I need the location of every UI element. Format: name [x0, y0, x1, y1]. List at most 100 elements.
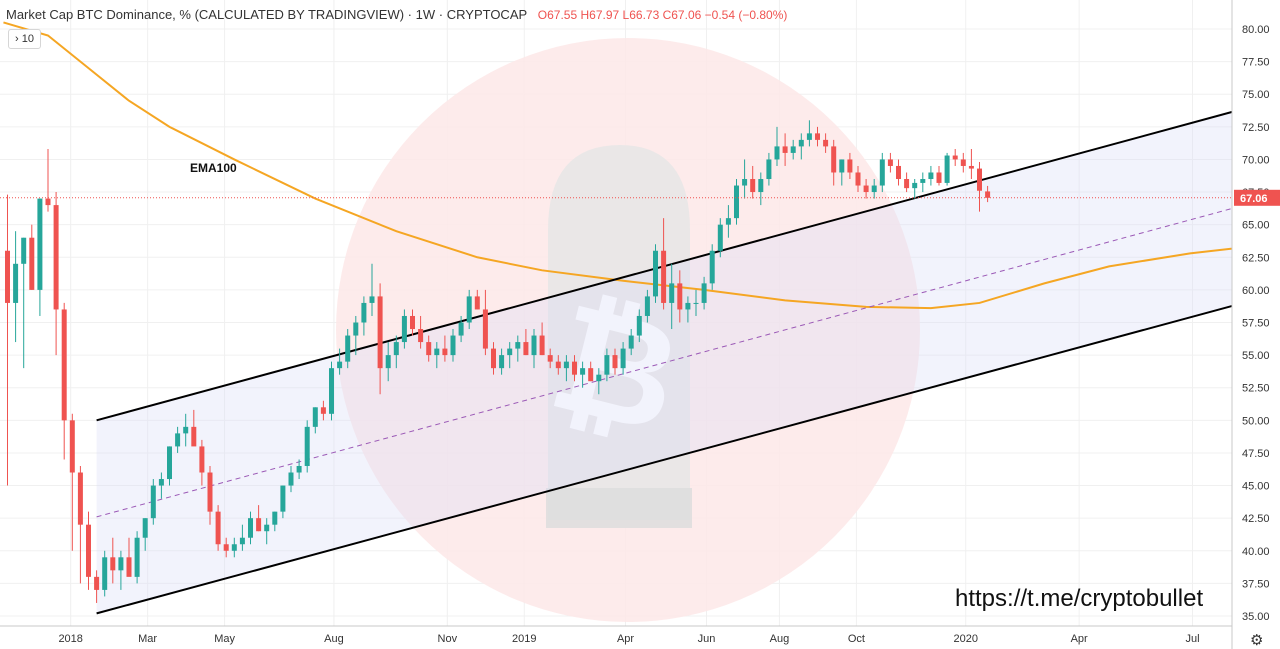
candle-body [482, 309, 488, 349]
candle-body [369, 296, 375, 303]
candle [580, 361, 586, 388]
x-tick-label: May [214, 633, 235, 645]
candle-body [725, 218, 731, 225]
candle [329, 361, 334, 421]
candle [239, 524, 245, 551]
candle-body [636, 315, 642, 336]
candle [304, 420, 310, 473]
x-tick-label: Oct [848, 633, 865, 645]
candle [207, 465, 213, 525]
candle [183, 413, 189, 447]
candle-body [361, 302, 367, 323]
y-tick-label: 70.00 [1242, 154, 1270, 166]
candle [839, 159, 845, 186]
candle [312, 407, 318, 434]
candle-body [434, 348, 440, 356]
candle-body [750, 179, 756, 193]
candle [985, 185, 991, 203]
candle [644, 289, 650, 323]
candle-body [693, 302, 699, 304]
candle-body [896, 165, 901, 180]
candle-body [239, 537, 245, 545]
candle [191, 409, 197, 447]
y-tick-label: 45.00 [1242, 481, 1270, 493]
candle [547, 348, 553, 369]
candle [353, 315, 359, 356]
candle-body [734, 185, 739, 219]
candle-body [555, 361, 561, 369]
candle [458, 315, 464, 343]
candle [393, 335, 399, 369]
candle [288, 465, 294, 493]
candle [280, 485, 286, 519]
candle [515, 335, 521, 362]
ema100-annotation: EMA100 [190, 161, 237, 175]
candle [636, 309, 642, 343]
candle-body [158, 479, 164, 486]
x-tick-label: Mar [138, 633, 157, 645]
candle [742, 159, 748, 199]
candle [896, 159, 901, 186]
candle-body [620, 348, 626, 369]
candle [215, 505, 221, 551]
candle-body [199, 446, 205, 473]
candle-body [677, 283, 683, 310]
candle [110, 537, 116, 584]
candle [628, 329, 634, 356]
candle [977, 162, 982, 212]
x-tick-label: Nov [438, 633, 458, 645]
candle [701, 276, 707, 310]
x-tick-label: 2018 [58, 633, 82, 645]
candle [77, 465, 83, 584]
y-tick-label: 60.00 [1242, 285, 1270, 297]
candle-body [758, 179, 764, 193]
x-tick-label: Jun [698, 633, 716, 645]
candle-body [904, 179, 910, 189]
candle [588, 361, 594, 382]
telegram-link[interactable]: https://t.me/cryptobullet [955, 585, 1204, 612]
candle-body [977, 168, 982, 191]
candle [102, 550, 108, 597]
candle [377, 283, 383, 395]
candle-body [685, 302, 691, 310]
candle-body [806, 133, 812, 140]
header-separator: · [407, 7, 413, 22]
x-tick-label: 2020 [953, 633, 977, 645]
candle [361, 296, 367, 336]
candle-body [304, 426, 310, 466]
candle-body [855, 172, 861, 186]
candle-body [499, 355, 505, 369]
candle [507, 342, 513, 369]
candle [256, 505, 262, 532]
candle-body [150, 485, 156, 519]
candle-body [936, 172, 942, 183]
candle [750, 165, 756, 199]
candle-body [61, 309, 67, 421]
candle [320, 400, 326, 421]
channel-lower-line[interactable] [96, 208, 1280, 615]
candle [539, 322, 545, 356]
candle [766, 152, 772, 186]
y-tick-label: 40.00 [1242, 546, 1270, 558]
candle [904, 172, 910, 193]
candle [450, 329, 456, 362]
candle-body [223, 544, 229, 551]
candle-body [134, 537, 140, 577]
indicator-toggle-button[interactable]: › 10 [8, 29, 41, 49]
y-tick-label: 52.50 [1242, 383, 1270, 395]
gear-icon[interactable]: ⚙ [1250, 632, 1264, 649]
high-value: H67.97 [580, 8, 620, 22]
candle-body [86, 524, 91, 577]
candle-body [491, 348, 496, 369]
candle-body [815, 133, 820, 140]
interval-label[interactable]: 1W [415, 7, 436, 22]
candle-body [539, 335, 545, 356]
candle [717, 218, 723, 258]
channel-median-line[interactable] [96, 110, 1280, 518]
candle-body [37, 198, 43, 290]
candle-body [280, 485, 286, 512]
candle [13, 231, 19, 343]
x-tick-label: Aug [324, 633, 344, 645]
